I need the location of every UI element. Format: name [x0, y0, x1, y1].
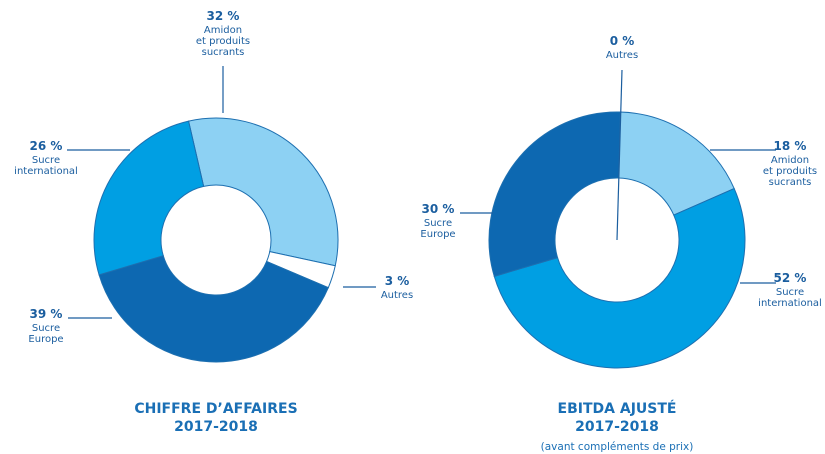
- category-label: Amidon et produits sucrants: [763, 155, 817, 188]
- segment: [493, 187, 746, 369]
- segment: [187, 117, 339, 267]
- category-label: Sucre international: [758, 287, 822, 309]
- leader-line: [616, 69, 623, 241]
- category-label: Autres: [606, 50, 638, 61]
- value-label: 18 %: [774, 139, 807, 153]
- category-label: Sucre Europe: [420, 218, 455, 240]
- value-label: 52 %: [774, 271, 807, 285]
- chart-note: (avant compléments de prix): [541, 441, 694, 453]
- value-label: 39 %: [30, 307, 63, 321]
- chart-subtitle: 2017-2018: [174, 419, 258, 435]
- segment: [98, 255, 329, 363]
- value-label: 30 %: [422, 202, 455, 216]
- chart-title: CHIFFRE D’AFFAIRES: [134, 401, 297, 417]
- value-label: 32 %: [207, 9, 240, 23]
- category-label: Sucre international: [14, 155, 78, 177]
- category-label: Autres: [381, 290, 413, 301]
- segment: [618, 111, 735, 216]
- segment: [93, 120, 205, 276]
- segment: [488, 111, 621, 277]
- value-label: 0 %: [610, 34, 635, 48]
- value-label: 26 %: [30, 139, 63, 153]
- category-label: Sucre Europe: [28, 323, 63, 345]
- value-label: 3 %: [385, 274, 410, 288]
- chart-subtitle: 2017-2018: [575, 419, 659, 435]
- chart-title: EBITDA AJUSTÉ: [558, 400, 677, 417]
- category-label: Amidon et produits sucrants: [196, 25, 250, 58]
